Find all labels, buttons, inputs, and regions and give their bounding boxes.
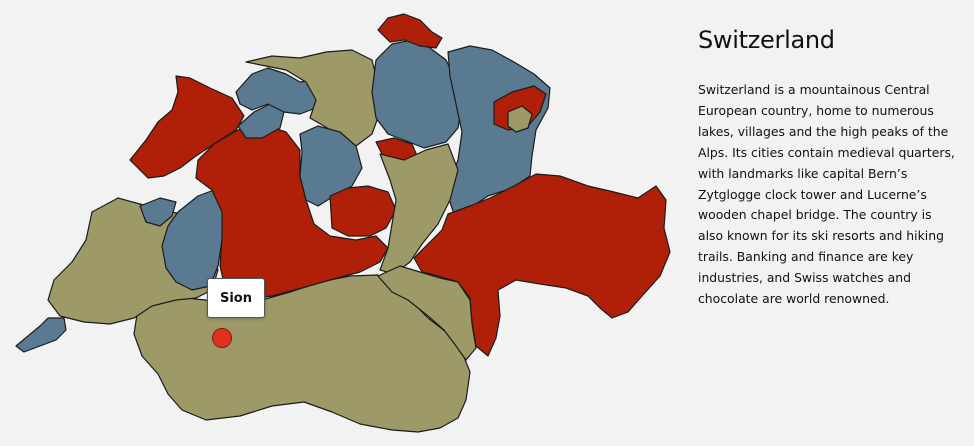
region-appenzell-inner[interactable] <box>507 105 533 133</box>
country-description: Switzerland is a mountainous Central Eur… <box>698 82 955 307</box>
city-tooltip: Sion <box>207 278 265 318</box>
region-jura[interactable] <box>129 75 245 179</box>
region-aargau[interactable] <box>245 49 381 147</box>
info-panel: Switzerland Switzerland is a mountainous… <box>698 26 960 310</box>
region-bern[interactable] <box>195 123 389 301</box>
region-ticino[interactable] <box>377 265 477 361</box>
region-schaffhausen[interactable] <box>377 13 443 49</box>
region-solothurn[interactable] <box>237 103 285 139</box>
country-title: Switzerland <box>698 26 835 54</box>
region-neuchatel[interactable] <box>139 197 177 227</box>
region-obwalden[interactable] <box>329 185 397 237</box>
switzerland-map <box>15 13 671 433</box>
region-geneva[interactable] <box>15 317 67 353</box>
region-uri[interactable] <box>379 143 459 275</box>
city-marker-icon[interactable] <box>212 328 232 348</box>
